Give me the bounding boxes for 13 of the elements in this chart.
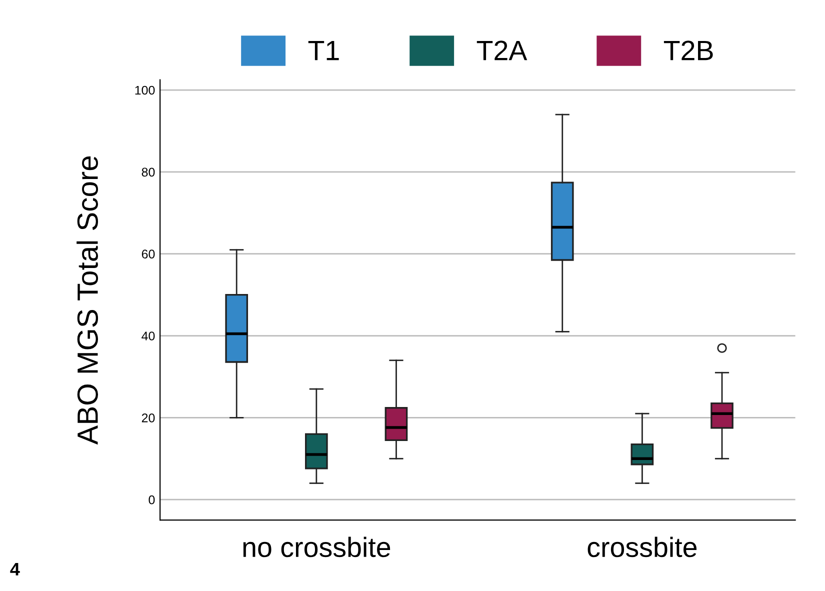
y-tick-label: 20: [142, 413, 155, 422]
text: 4: [10, 563, 20, 576]
y-tick-label: 80: [142, 168, 155, 177]
y-tick-label: 40: [142, 332, 155, 340]
legend-label: T2B: [664, 40, 713, 60]
legend-label: T1: [308, 40, 339, 60]
y-axis-title: ABO MGS Total Score: [76, 156, 98, 445]
y-tick-label: 100: [135, 86, 155, 95]
x-tick-label: no crossbite: [243, 536, 390, 558]
y-tick-label: 60: [142, 250, 155, 259]
x-tick-label: crossbite: [588, 536, 697, 558]
legend-label: T2A: [476, 40, 528, 60]
y-tick-label: 0: [148, 495, 155, 504]
